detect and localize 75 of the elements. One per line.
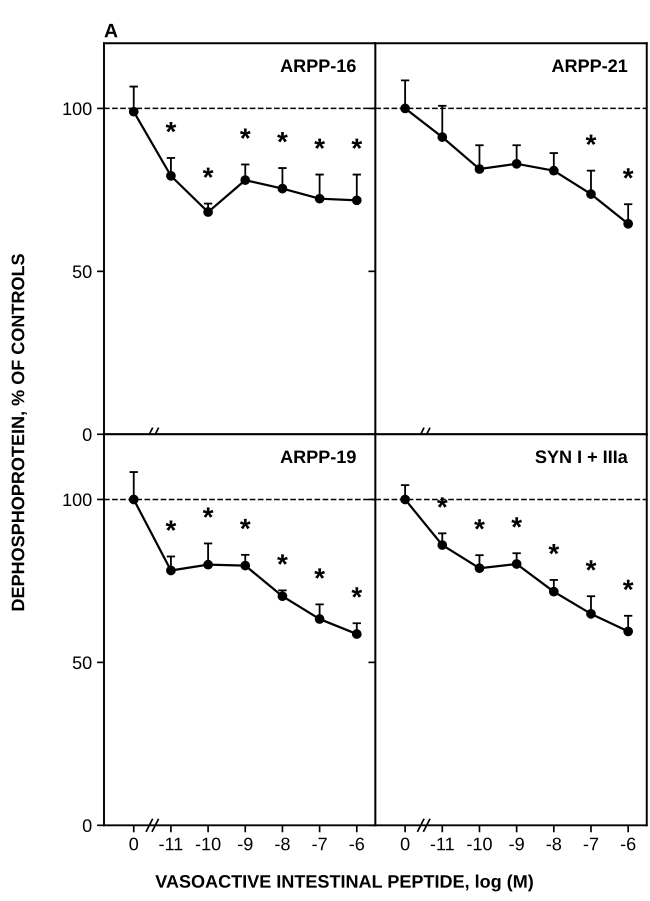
x-tick-label: -7: [584, 838, 598, 850]
point: [203, 207, 213, 217]
point: [203, 560, 213, 570]
y-axis-title: DEPHOSPHOPROTEIN, % OF CONTROLS: [12, 254, 27, 610]
x-tick-label: -10: [467, 838, 492, 850]
annotation: *: [314, 568, 325, 579]
point: [352, 195, 362, 206]
annotation: *: [436, 497, 448, 508]
point: [437, 540, 448, 550]
point: [437, 132, 448, 142]
annotation: *: [511, 517, 522, 528]
point: [586, 189, 596, 199]
x-tick-label: -11: [159, 838, 182, 850]
x-tick-label: -9: [238, 838, 252, 850]
annotation: *: [351, 138, 362, 149]
x-tick-label: -10: [196, 838, 220, 850]
point: [314, 614, 324, 624]
text: ARPP-16: [280, 59, 356, 72]
point: [474, 164, 484, 174]
point: [474, 563, 484, 574]
x-tick-label: -6: [350, 838, 364, 850]
y-tick-label: 0: [82, 819, 92, 832]
annotation: *: [202, 507, 214, 518]
point: [240, 175, 250, 185]
point: [400, 494, 410, 504]
point: [166, 171, 176, 181]
point: [278, 591, 288, 602]
annotation: *: [166, 122, 176, 132]
annotation: *: [586, 560, 596, 571]
y-tick-label: 100: [63, 102, 92, 116]
point: [352, 629, 362, 639]
point: [623, 218, 634, 229]
x-axis-title: VASOACTIVE INTESTINAL PEPTIDE, log (M): [155, 874, 533, 892]
annotation: *: [622, 168, 634, 179]
annotation: *: [622, 580, 634, 590]
annotation: *: [586, 134, 596, 146]
point: [586, 608, 596, 619]
point: [548, 586, 559, 597]
x-tick-label: -8: [275, 838, 290, 850]
annotation: *: [474, 519, 485, 530]
x-tick-label: 0: [400, 838, 410, 850]
point: [512, 559, 522, 569]
y-tick-label: 50: [72, 656, 92, 670]
text: SYN I + IIIa: [535, 450, 628, 464]
x-tick-label: -6: [620, 838, 636, 850]
point: [623, 626, 634, 636]
point: [512, 158, 522, 169]
text: A: [104, 24, 118, 38]
annotation: *: [548, 544, 560, 554]
annotation: *: [240, 518, 251, 530]
point: [400, 104, 410, 114]
point: [548, 166, 559, 176]
text: ARPP-19: [280, 450, 356, 464]
point: [240, 560, 250, 570]
point: [128, 106, 139, 117]
annotation: *: [277, 554, 288, 565]
point: [166, 566, 176, 576]
annotation: *: [277, 132, 288, 142]
x-tick-label: 0: [129, 838, 138, 850]
annotation: *: [166, 520, 176, 531]
y-tick-label: 50: [72, 265, 92, 278]
x-tick-label: -11: [430, 838, 454, 850]
annotation: *: [240, 128, 251, 139]
point: [128, 494, 139, 504]
y-tick-label: 0: [82, 428, 92, 441]
annotation: *: [202, 168, 214, 178]
x-tick-label: -7: [312, 838, 327, 850]
point: [314, 194, 324, 204]
text: ARPP-21: [552, 59, 628, 72]
x-tick-label: -9: [509, 838, 524, 850]
x-tick-label: -8: [546, 838, 562, 850]
y-tick-label: 100: [63, 493, 92, 506]
annotation: *: [314, 138, 325, 149]
annotation: *: [351, 587, 362, 598]
point: [278, 184, 288, 194]
